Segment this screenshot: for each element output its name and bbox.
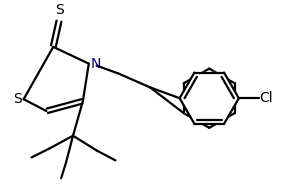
Text: Cl: Cl [260, 91, 273, 105]
Text: S: S [55, 3, 64, 17]
Polygon shape [180, 73, 239, 124]
Text: S: S [13, 92, 22, 106]
Text: N: N [91, 57, 101, 71]
